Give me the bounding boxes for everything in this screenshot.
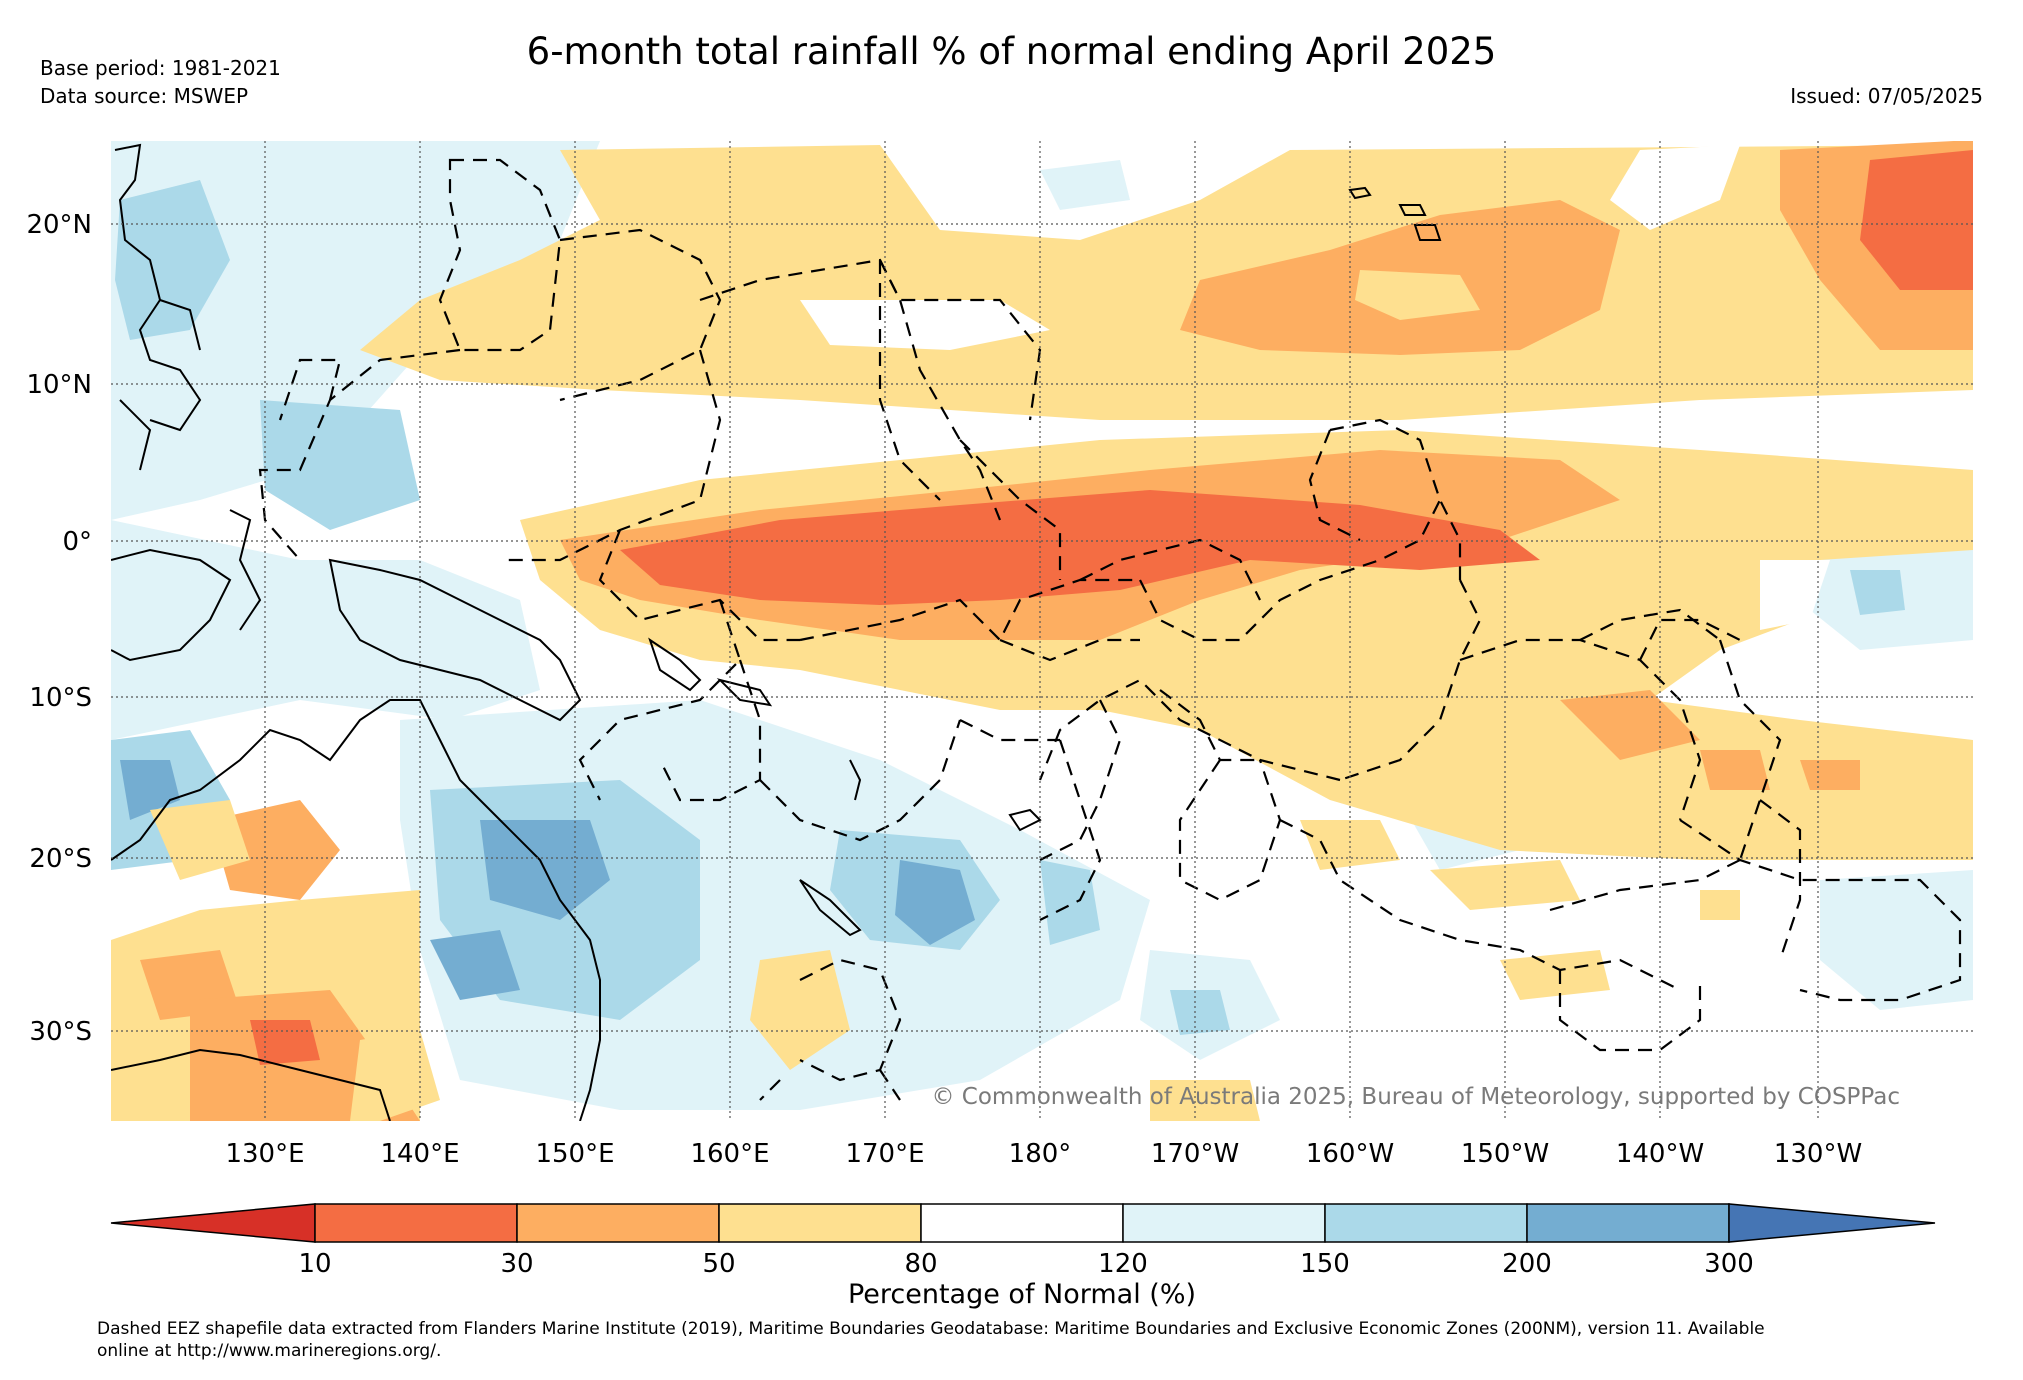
footer-line: Dashed EEZ shapefile data extracted from… (97, 1319, 1765, 1339)
lat-label: 20°N (26, 210, 92, 240)
colorbar-tick-label: 200 (1502, 1249, 1552, 1279)
copyright-notice: © Commonwealth of Australia 2025, Bureau… (931, 1084, 1900, 1110)
map-area: © Commonwealth of Australia 2025, Bureau… (111, 141, 1973, 1121)
colorbar-tick-label: 80 (904, 1249, 937, 1279)
lon-label: 150°W (1461, 1139, 1549, 1169)
wet-region-philippines (111, 141, 600, 520)
data-source: Data source: MSWEP (40, 84, 249, 108)
colorbar-tick-label: 30 (500, 1249, 533, 1279)
colorbar-swatch (1324, 1203, 1528, 1243)
colorbar-swatch (1122, 1203, 1326, 1243)
base-period: Base period: 1981-2021 (40, 56, 281, 80)
lon-label: 180° (1009, 1139, 1072, 1169)
lon-label: 170°E (845, 1139, 924, 1169)
footer-attribution: Dashed EEZ shapefile data extracted from… (97, 1318, 1997, 1362)
lon-label: 130°E (225, 1139, 304, 1169)
lon-label: 130°W (1774, 1139, 1862, 1169)
graticule (111, 141, 1973, 1121)
colorbar-tick-label: 150 (1300, 1249, 1350, 1279)
colorbar-swatch (1526, 1203, 1730, 1243)
lon-label: 140°E (380, 1139, 459, 1169)
lat-label: 10°N (26, 370, 92, 400)
latitude-labels: 20°N 10°N 0° 10°S 20°S 30°S (26, 210, 92, 1047)
lat-label: 30°S (29, 1017, 92, 1047)
colorbar-ticks: 10 30 50 80 120 150 200 300 (298, 1249, 1753, 1279)
colorbar: 10 30 50 80 120 150 200 300 Percentage o… (110, 1203, 1936, 1310)
lon-label: 170°W (1151, 1139, 1239, 1169)
colorbar-extend-low (110, 1203, 316, 1243)
eez-boundaries (258, 158, 1962, 1101)
colorbar-extend-high (1728, 1203, 1936, 1243)
colorbar-title: Percentage of Normal (%) (848, 1279, 1196, 1310)
issued-date: Issued: 07/05/2025 (1790, 84, 1983, 108)
colorbar-swatch (718, 1203, 922, 1243)
colorbar-swatch (920, 1203, 1124, 1243)
lon-label: 150°E (535, 1139, 614, 1169)
coastlines (111, 143, 1442, 1121)
longitude-labels: 130°E 140°E 150°E 160°E 170°E 180° 170°W… (225, 1139, 1862, 1169)
footer-line: online at http://www.marineregions.org/. (97, 1341, 442, 1361)
lat-label: 0° (62, 527, 92, 557)
colorbar-tick-label: 120 (1098, 1249, 1148, 1279)
wet-region-north-pacific (230, 150, 470, 260)
colorbar-tick-label: 50 (702, 1249, 735, 1279)
map-title: 6-month total rainfall % of normal endin… (526, 30, 1497, 73)
lon-label: 160°W (1306, 1139, 1394, 1169)
colorbar-swatch (516, 1203, 720, 1243)
colorbar-tick-label: 300 (1704, 1249, 1754, 1279)
lat-label: 20°S (29, 844, 92, 874)
lon-label: 140°W (1616, 1139, 1704, 1169)
colorbar-swatch (314, 1203, 518, 1243)
colorbar-tick-label: 10 (298, 1249, 331, 1279)
colorbar-swatches (110, 1203, 1936, 1243)
lat-label: 10°S (29, 683, 92, 713)
lon-label: 160°E (690, 1139, 769, 1169)
